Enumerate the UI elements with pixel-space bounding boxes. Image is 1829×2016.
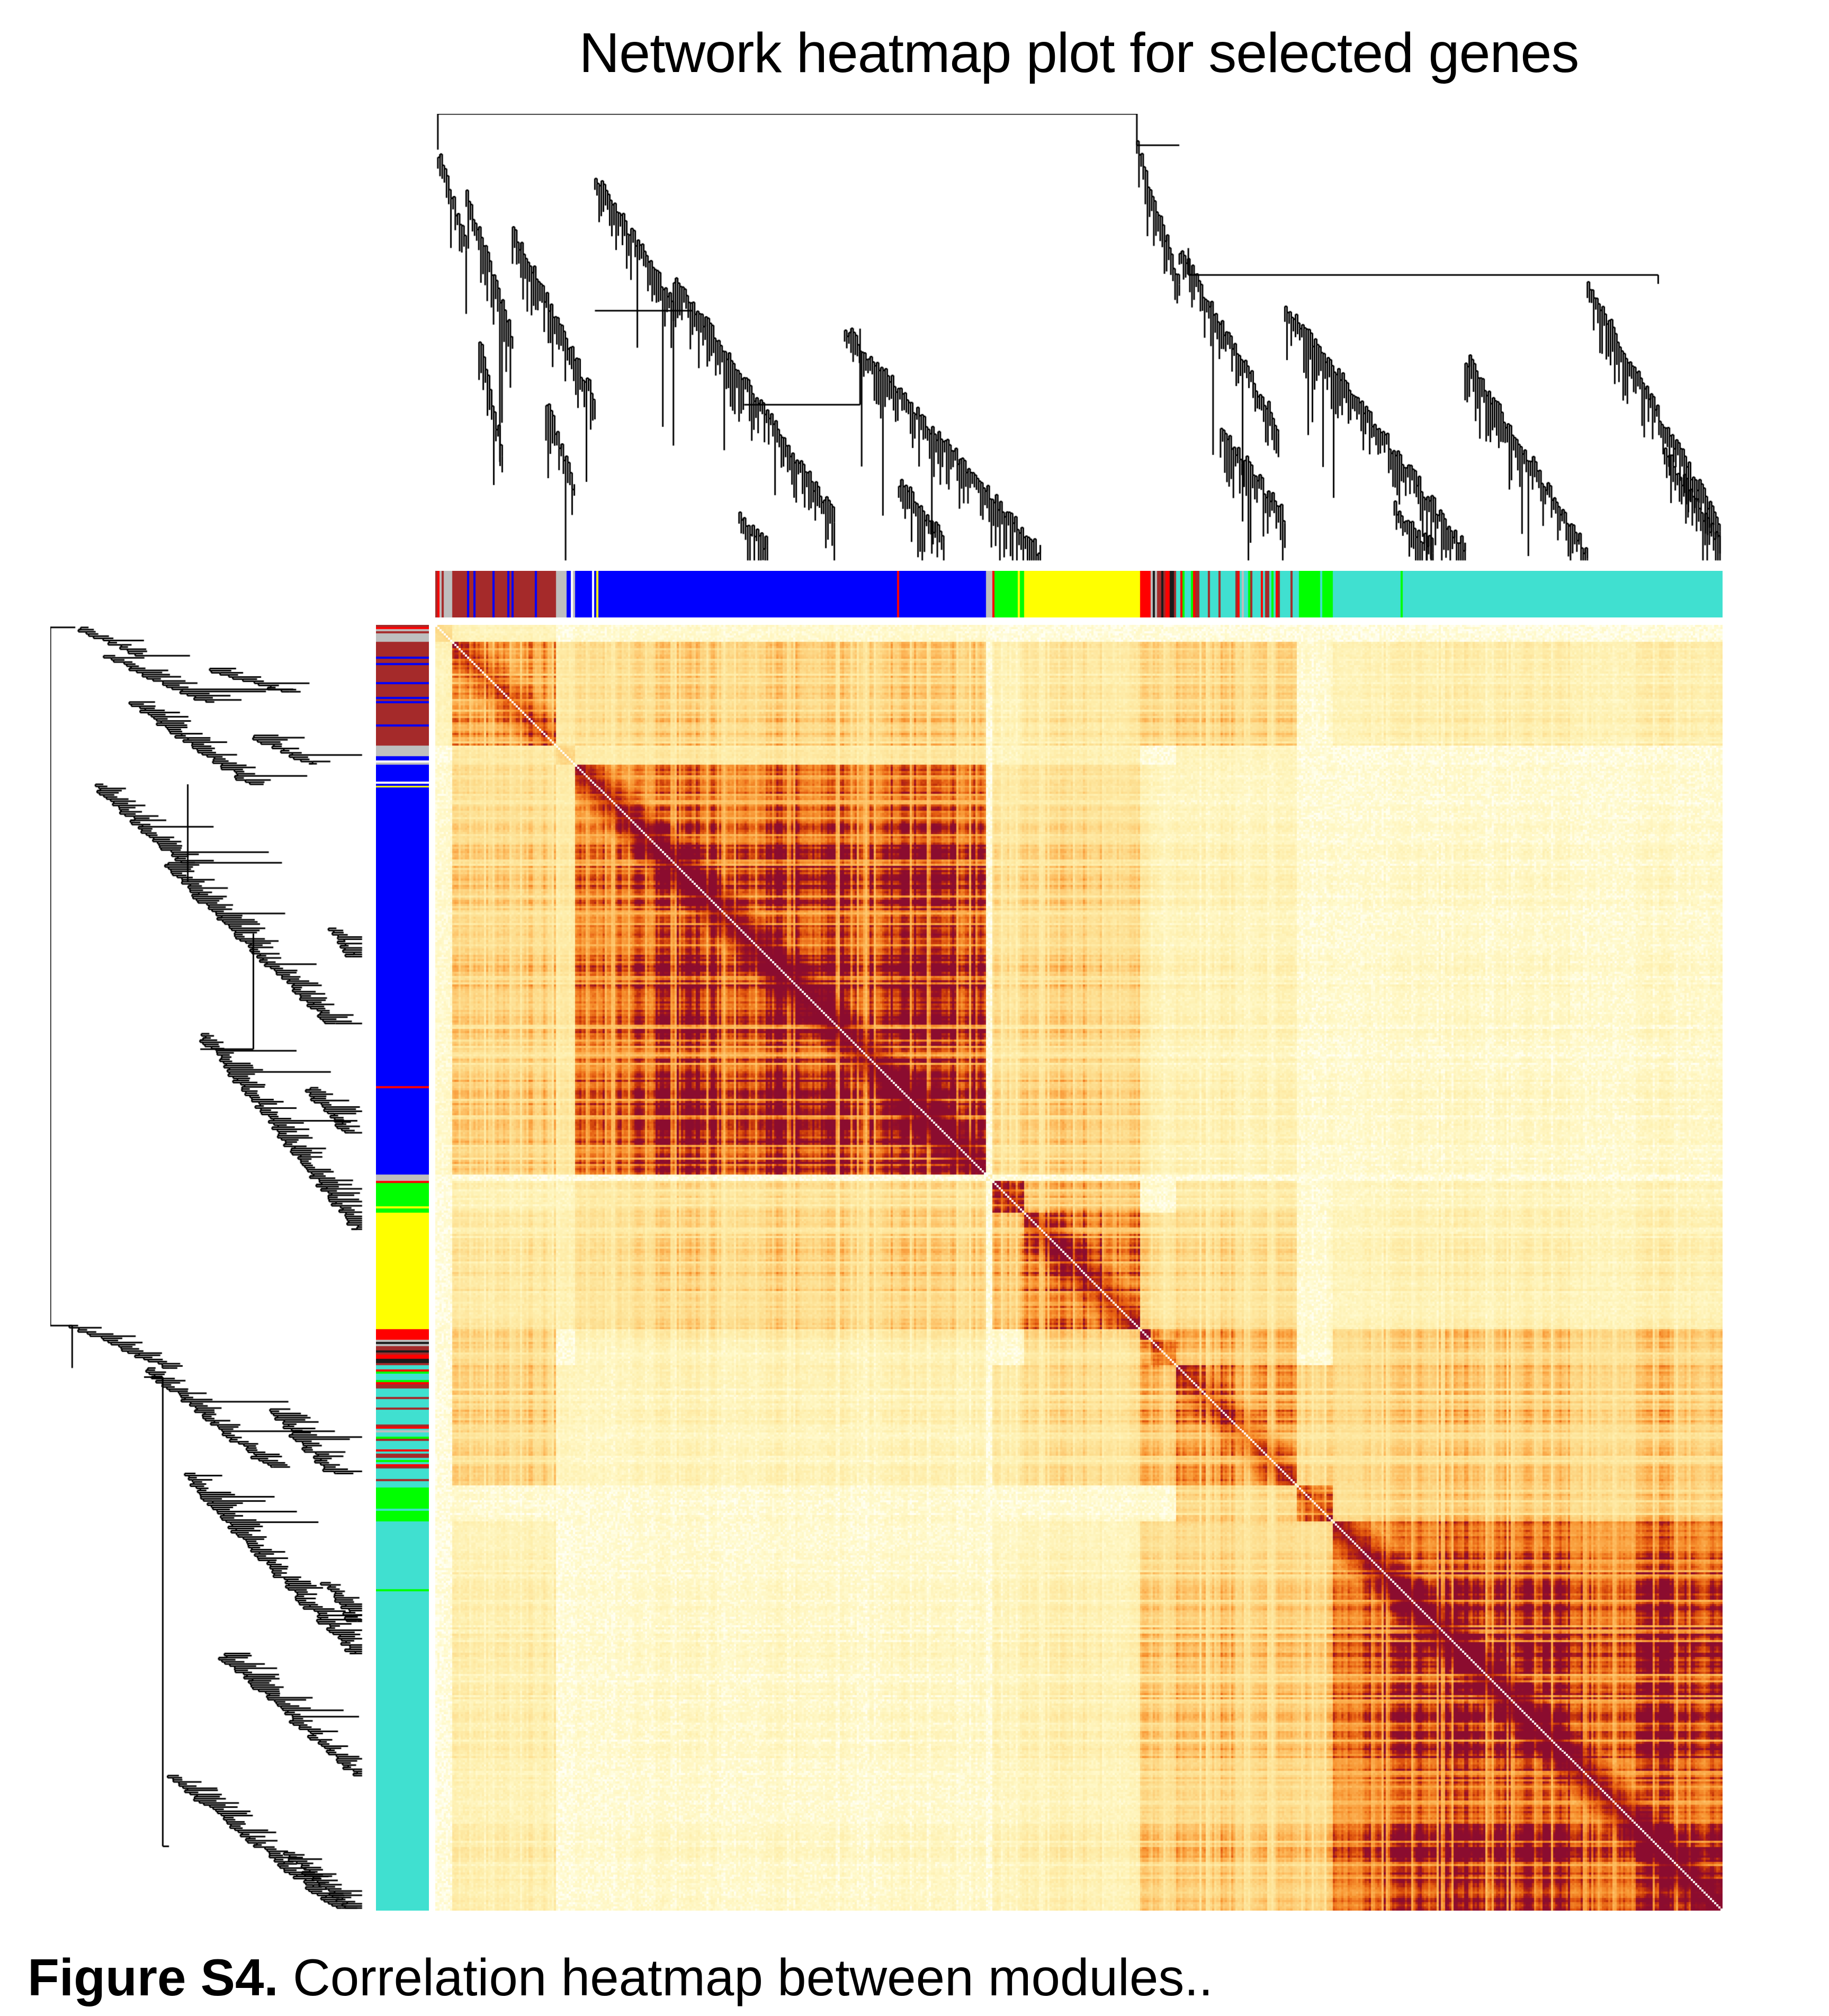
top-dendrogram [435,114,1723,561]
left-dendrogram [50,625,363,1911]
figure-title: Network heatmap plot for selected genes [579,22,1580,84]
top-module-color-bar [435,571,1723,617]
tom-heatmap [435,625,1723,1911]
figure-caption: Figure S4. Correlation heatmap between m… [28,1948,1213,2008]
caption-text: Correlation heatmap between modules.. [278,1948,1213,2006]
caption-label: Figure S4. [28,1948,279,2006]
left-module-color-bar [376,625,429,1911]
